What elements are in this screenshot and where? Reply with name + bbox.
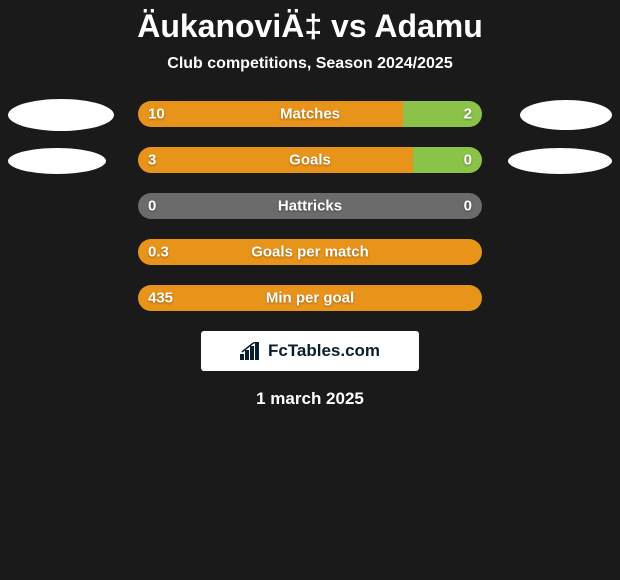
stat-value-left: 10 (148, 106, 165, 123)
stat-label: Min per goal (266, 290, 354, 307)
stat-value-left: 0.3 (148, 244, 169, 261)
avatar-left (8, 99, 114, 131)
stat-bar: 3 0 Goals (138, 147, 482, 173)
stat-bar: 0 0 Hattricks (138, 193, 482, 219)
page-title: ÄukanoviÄ‡ vs Adamu (0, 0, 620, 45)
avatar-right (508, 148, 612, 174)
bar-segment-left (138, 147, 413, 173)
stat-value-left: 3 (148, 152, 156, 169)
stat-value-left: 435 (148, 290, 173, 307)
brand-label: FcTables.com (268, 341, 380, 361)
stat-value-left: 0 (148, 198, 156, 215)
stat-row: 0.3 Goals per match (0, 239, 620, 267)
stat-label: Goals per match (251, 244, 369, 261)
stat-value-right: 2 (464, 106, 472, 123)
stat-row: 3 0 Goals (0, 147, 620, 175)
stats-area: 10 2 Matches 3 0 Goals 0 0 Hattricks 0.3 Goals per… (0, 101, 620, 313)
stat-row: 10 2 Matches (0, 101, 620, 129)
bar-segment-left (138, 101, 403, 127)
avatar-right (520, 100, 612, 130)
avatar-left (8, 148, 106, 174)
chart-icon (240, 342, 262, 360)
stat-value-right: 0 (464, 152, 472, 169)
stat-label: Hattricks (278, 198, 342, 215)
stat-bar: 0.3 Goals per match (138, 239, 482, 265)
stat-bar: 435 Min per goal (138, 285, 482, 311)
stat-label: Goals (289, 152, 331, 169)
stat-value-right: 0 (464, 198, 472, 215)
stat-bar: 10 2 Matches (138, 101, 482, 127)
stat-label: Matches (280, 106, 340, 123)
brand-box: FcTables.com (201, 331, 419, 371)
stat-row: 0 0 Hattricks (0, 193, 620, 221)
footer-date: 1 march 2025 (0, 389, 620, 409)
page-subtitle: Club competitions, Season 2024/2025 (0, 55, 620, 73)
stat-row: 435 Min per goal (0, 285, 620, 313)
